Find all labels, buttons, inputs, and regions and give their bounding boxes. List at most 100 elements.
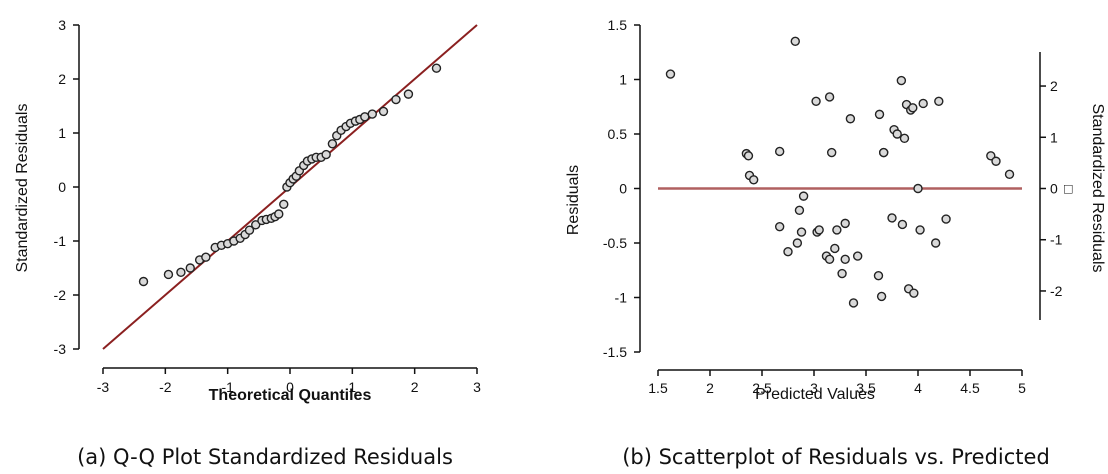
residuals-scatter-point: [892, 129, 902, 139]
residuals-scatter-point: [934, 96, 944, 107]
qq-plot-x-tick-label: 0: [286, 379, 294, 395]
residuals-scatter-point: [887, 213, 897, 223]
qq-plot-x-ticks: -3 -2 -1 0 1 2 3: [97, 368, 481, 395]
qq-plot-point: [403, 89, 414, 99]
qq-plot-point: [201, 252, 211, 262]
residuals-scatter-point: [814, 225, 824, 235]
residuals-scatter-point: [774, 221, 785, 232]
qq-plot-point: [251, 220, 261, 230]
qq-plot-point: [367, 109, 377, 119]
residuals-scatter-right-tick-label: 0: [1050, 181, 1058, 197]
residuals-scatter-y-tick-label: 0.5: [608, 126, 628, 142]
residuals-scatter-point: [852, 251, 863, 261]
qq-plot-y-tick-label: -1: [54, 233, 67, 249]
qq-plot-y-tick-label: -2: [54, 287, 67, 303]
residuals-scatter-point: [826, 147, 837, 158]
qq-plot-points: [138, 63, 442, 287]
qq-plot-point: [378, 106, 389, 117]
residuals-scatter-point: [824, 254, 835, 265]
qq-plot-point: [185, 263, 195, 273]
qq-plot-caption: (a) Q-Q Plot Standardized Residuals: [77, 445, 453, 469]
qq-plot-x-tick-label: 1: [348, 379, 356, 395]
residuals-scatter-point: [1004, 169, 1015, 180]
qq-plot-point: [321, 149, 331, 160]
residuals-scatter-y-tick-label: -1.5: [603, 344, 627, 360]
residuals-scatter-x-tick-label: 4.5: [960, 380, 980, 396]
qq-plot-point: [138, 276, 149, 287]
residuals-scatter-point: [830, 243, 840, 254]
residuals-scatter-point: [798, 191, 809, 201]
qq-plot-x-tick-label: -2: [159, 379, 172, 395]
residuals-scatter-right-tick-symbol: □: [1064, 181, 1073, 197]
residuals-scatter-point: [748, 175, 759, 185]
residuals-scatter-right-ticks: 2 1 0 □ -1 -2: [1040, 78, 1073, 299]
residuals-scatter-point: [913, 183, 923, 194]
qq-plot-point: [327, 139, 338, 149]
residuals-scatter-point: [878, 147, 889, 158]
residuals-scatter-x-tick-label: 1.5: [648, 380, 668, 396]
residuals-scatter-caption: (b) Scatterplot of Residuals vs. Predict…: [622, 445, 1050, 469]
residuals-scatter-y-tick-label: 0: [619, 181, 627, 197]
residuals-scatter-right-tick-label: 1: [1050, 129, 1058, 145]
residuals-scatter-x-tick-label: 2: [706, 380, 714, 396]
residuals-scatter-point: [991, 156, 1001, 166]
qq-plot-y-tick-label: 2: [58, 71, 66, 87]
residuals-scatter-point: [665, 69, 676, 79]
residuals-scatter-x-tick-label: 2.5: [752, 380, 772, 396]
residuals-scatter-point: [915, 225, 925, 235]
qq-plot-y-tick-label: -3: [54, 341, 67, 357]
qq-plot-x-tick-label: -3: [97, 379, 110, 395]
residuals-scatter-point: [896, 75, 907, 86]
residuals-scatter-x-tick-label: 3: [810, 380, 818, 396]
residuals-scatter-point: [876, 291, 887, 302]
residuals-scatter-point: [897, 219, 908, 230]
residuals-scatter-point: [796, 227, 807, 237]
qq-plot-x-axis-label: Theoretical Quantiles: [209, 387, 372, 404]
qq-plot-x-tick-label: 2: [411, 379, 419, 395]
residuals-scatter-point: [790, 36, 800, 47]
residuals-scatter-y-tick-label: -1: [615, 290, 628, 306]
residuals-scatter-point: [840, 218, 850, 229]
residuals-scatter-y-axis-label: Residuals: [565, 165, 582, 235]
residuals-scatter-right-tick-label: -1: [1050, 232, 1063, 248]
qq-plot-point: [244, 225, 255, 235]
qq-plot-x-tick-label: 3: [473, 379, 481, 395]
residuals-scatter-x-tick-label: 4: [914, 380, 922, 396]
residuals-scatter-point: [824, 92, 835, 102]
qq-plot-point: [163, 269, 174, 280]
qq-plot-point: [431, 63, 442, 73]
qq-plot-x-tick-label: -1: [221, 379, 234, 395]
qq-plot-point: [176, 267, 186, 278]
residuals-scatter-point: [743, 151, 754, 161]
residuals-scatter-x-axis-label: Predicted Values: [755, 386, 875, 403]
residuals-scatter-y-tick-label: 1.5: [608, 17, 628, 33]
residuals-scatter-right-tick-label: 2: [1050, 78, 1058, 94]
residuals-scatter-point: [792, 238, 803, 248]
qq-plot-y-tick-label: 3: [58, 17, 66, 33]
residuals-scatter-y-tick-label: -0.5: [603, 235, 627, 251]
residuals-scatter-point: [832, 225, 842, 235]
residuals-scatter-point: [837, 268, 847, 279]
residuals-scatter-point: [908, 103, 918, 113]
qq-plot-point: [391, 94, 401, 105]
residuals-scatter-point: [941, 214, 951, 224]
residuals-scatter-point: [848, 298, 859, 308]
residuals-scatter-right-axis-label: Standardized Residuals: [1089, 104, 1106, 273]
residuals-scatter-point: [986, 151, 996, 161]
residuals-scatter-x-tick-label: 3.5: [856, 380, 876, 396]
residuals-scatter-x-tick-label: 5: [1018, 380, 1026, 396]
residuals-scatter-point: [918, 98, 928, 109]
residuals-scatter-point: [909, 288, 919, 298]
residuals-scatter-point: [899, 133, 910, 144]
residuals-scatter-point: [930, 238, 941, 248]
qq-plot-point: [279, 199, 289, 209]
qq-plot-y-axis-label: Standardized Residuals: [14, 104, 31, 273]
residuals-scatter-x-ticks: 1.5 2 2.5 3 3.5 4 4.5 5: [648, 370, 1026, 396]
qq-plot-y-tick-label: 1: [58, 125, 66, 141]
residuals-scatter-point: [783, 247, 793, 257]
residuals-scatter-right-tick-label: -2: [1050, 283, 1063, 299]
qq-plot-point: [274, 209, 284, 219]
residuals-scatter-point: [811, 96, 821, 107]
qq-plot-panel: -3 -2 -1 0 1 2 3 -3 -2 -1 0 1 2 3 Theoretical Quanti…: [14, 17, 481, 469]
residuals-scatter-point: [794, 205, 805, 216]
